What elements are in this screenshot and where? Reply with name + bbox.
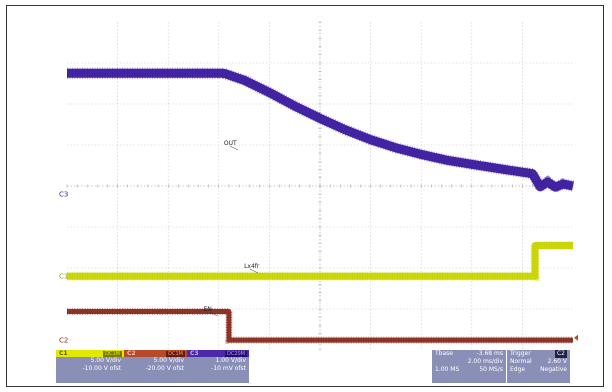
scope-display: C3 OUT C1 Lx4fr C2 EN bbox=[59, 21, 578, 354]
ground-marker-c1: C1 bbox=[59, 273, 68, 281]
trigger-level-marker bbox=[574, 334, 578, 341]
ground-marker-c3: C3 bbox=[59, 191, 68, 199]
channel-c2-vdiv: 5.00 V/div bbox=[153, 357, 184, 364]
channel-c1-header: C1 DC1M bbox=[56, 350, 124, 357]
channel-c1-box: C1 DC1M 5.00 V/div -10.00 V ofst bbox=[56, 350, 124, 383]
trace-noise-out bbox=[67, 67, 575, 195]
channel-c2-header: C2 DC1M bbox=[124, 350, 187, 357]
channel-c2-offset: -20.00 V ofst bbox=[145, 364, 184, 372]
channel-c1-vdiv: 5.00 V/div bbox=[90, 357, 121, 364]
trigger-mode: Normal bbox=[510, 358, 532, 365]
info-bar: C1 DC1M 5.00 V/div -10.00 V ofst C2 DC1M… bbox=[56, 350, 570, 384]
channel-c3-header: C3 DC20M bbox=[187, 350, 249, 357]
trace-noise-en bbox=[67, 307, 573, 344]
timebase-rate: 50 MS/s bbox=[479, 366, 503, 373]
trace-label-pointer bbox=[249, 268, 259, 274]
timebase-delay: -3.68 ms bbox=[476, 350, 503, 357]
channel-c3-name: C3 bbox=[190, 350, 199, 357]
timebase-label: Tbase bbox=[435, 350, 453, 357]
channel-c2-name: C2 bbox=[127, 350, 136, 357]
timebase-tdiv: 2.00 ms/div bbox=[467, 358, 503, 365]
trace-noise-lx4fr bbox=[67, 240, 573, 281]
trace-label-en: EN bbox=[204, 306, 212, 313]
trigger-type: Edge bbox=[510, 366, 526, 373]
timebase-box: Tbase -3.68 ms 2.00 ms/div 1.00 MS 50 MS/s bbox=[432, 350, 506, 383]
channel-c2-box: C2 DC1M 5.00 V/div -20.00 V ofst bbox=[124, 350, 187, 383]
trace-label-pointer bbox=[209, 311, 218, 317]
trace-en bbox=[67, 308, 573, 343]
trigger-label: Trigger bbox=[510, 350, 531, 357]
trace-label-lx4fr: Lx4fr bbox=[244, 263, 260, 270]
trigger-channel: C2 bbox=[554, 350, 567, 358]
ground-marker-c2: C2 bbox=[59, 337, 68, 345]
channel-c1-offset: -10.00 V ofst bbox=[82, 364, 121, 372]
channel-c3-box: C3 DC20M 1.00 V/div -10 mV ofst bbox=[187, 350, 249, 383]
trace-label-pointer bbox=[229, 145, 238, 151]
channel-c3-offset: -10 mV ofst bbox=[211, 364, 246, 372]
channel-c3-coupling: DC20M bbox=[224, 350, 247, 357]
oscilloscope-screenshot: C3 OUT C1 Lx4fr C2 EN bbox=[6, 5, 604, 387]
trace-label-out: OUT bbox=[224, 140, 237, 147]
channel-c3-vdiv: 1.00 V/div bbox=[215, 357, 246, 364]
trigger-box: Trigger C2 Normal 2.60 V Edge Negative bbox=[507, 350, 570, 383]
channel-c2-coupling: DC1M bbox=[166, 350, 185, 357]
trigger-slope: Negative bbox=[540, 366, 567, 373]
timebase-samples: 1.00 MS bbox=[435, 366, 460, 373]
channel-c1-coupling: DC1M bbox=[103, 350, 122, 357]
trigger-level: 2.60 V bbox=[547, 358, 567, 365]
channel-c1-name: C1 bbox=[59, 350, 68, 357]
